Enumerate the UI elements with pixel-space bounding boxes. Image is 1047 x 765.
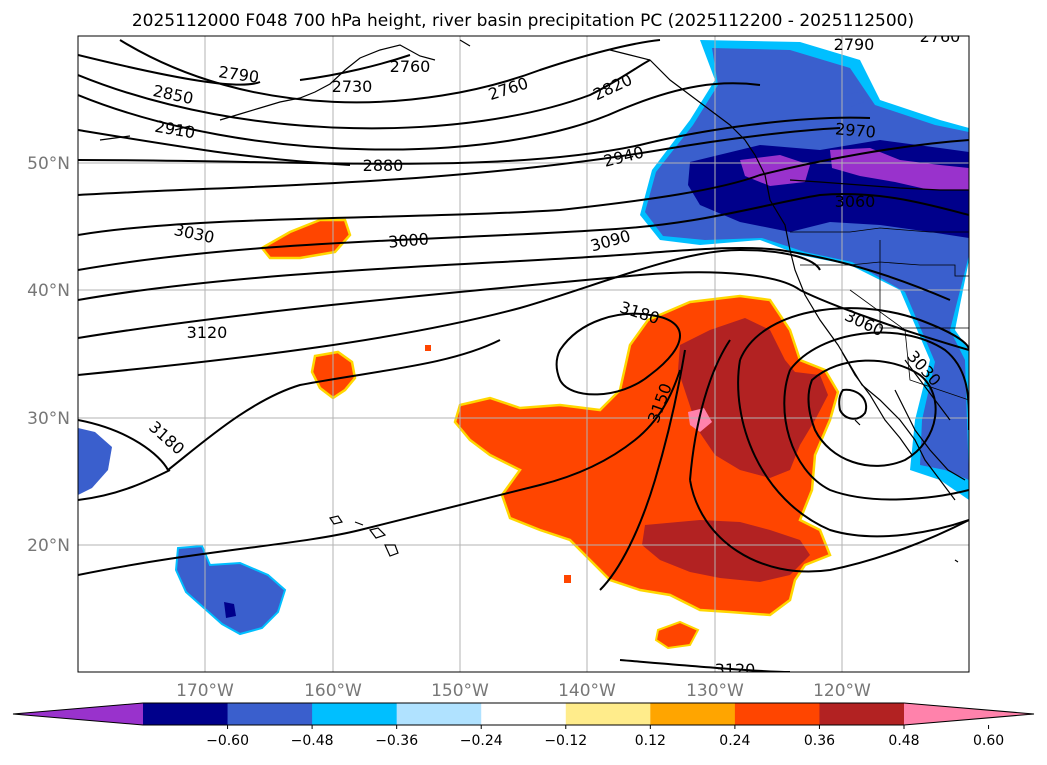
colorbar-segment	[819, 703, 905, 725]
contour-trough-4	[737, 307, 969, 538]
alaska-coast	[609, 49, 756, 156]
contour-2940	[78, 127, 841, 196]
colorbar-tick-label: −0.48	[291, 733, 334, 749]
colorbar: −0.60 −0.48 −0.36 −0.24 −0.12 0.12 0.24 0.36 0.4…	[12, 702, 1035, 749]
contour-label: 2790	[834, 35, 875, 54]
map-title: 2025112000 F048 700 hPa height, river ba…	[132, 11, 914, 31]
colorbar-extend-low	[13, 703, 143, 725]
north-america-coast	[754, 154, 956, 501]
lat-label: 30°N	[27, 409, 70, 429]
contour-trough-2	[807, 359, 937, 467]
colorbar-segment	[227, 703, 313, 725]
colorbar-segment	[734, 703, 820, 725]
negative-region-hawaii-core	[224, 602, 236, 618]
us-state-borders	[790, 227, 969, 401]
contour-2970	[78, 139, 969, 236]
map-panel: 2790 2730 2760 2760 2820 2790 2760 2850 …	[77, 27, 970, 679]
height-contours	[78, 39, 969, 672]
map-frame	[77, 35, 970, 673]
map-content: 2790 2730 2760 2760 2820 2790 2760 2850 …	[78, 27, 969, 679]
colorbar-tick-label: −0.24	[460, 733, 503, 749]
small-islands	[854, 419, 959, 563]
contour-3090	[78, 248, 821, 376]
contour-3000	[78, 193, 969, 271]
contour-3120	[78, 339, 501, 472]
contour-label: 2970	[834, 119, 876, 141]
colorbar-tick-label: −0.60	[206, 733, 249, 749]
lat-label: 40°N	[27, 281, 70, 301]
contour-label: 3120	[187, 323, 228, 342]
positive-region-dot-2	[564, 575, 571, 583]
lon-label: 130°W	[686, 681, 744, 701]
contour-label: 3060	[835, 192, 876, 211]
contour-label: 2760	[390, 57, 431, 76]
us-canada-border	[789, 179, 969, 191]
contour-2850	[78, 82, 761, 151]
colorbar-extend-high	[904, 703, 1034, 725]
positive-region-dot-1	[425, 345, 431, 351]
contour-3060	[78, 271, 969, 351]
colorbar-outline	[12, 702, 1035, 726]
contour-2730	[299, 54, 411, 81]
hawaiian-islands	[329, 515, 399, 557]
contour-3150	[78, 349, 686, 591]
contour-southern	[78, 369, 681, 576]
contour-label: 2880	[363, 156, 404, 175]
negative-region-west-edge	[78, 428, 112, 495]
positive-region-small-south	[654, 620, 700, 650]
negative-region-northwest-extreme-2	[830, 148, 969, 190]
colorbar-tick-label: 0.48	[888, 733, 919, 749]
contour-3180-loop	[555, 312, 681, 396]
negative-region-small	[843, 92, 864, 107]
contour-trough-inner	[838, 388, 868, 420]
colorbar-tick-label: 0.36	[804, 733, 835, 749]
graticule	[78, 36, 969, 672]
colorbar-segment	[481, 703, 567, 725]
colorbar-tick-label: −0.12	[544, 733, 587, 749]
colorbar-tick-label: 0.12	[635, 733, 666, 749]
latitude-labels: 50°N 40°N 30°N 20°N	[27, 154, 70, 556]
positive-region-north	[260, 218, 352, 260]
colorbar-segment	[143, 703, 229, 725]
colorbar-segment	[312, 703, 398, 725]
baja-california	[841, 351, 966, 481]
colorbar-segment	[396, 703, 482, 725]
longitude-labels: 170°W 160°W 150°W 140°W 130°W 120°W	[176, 681, 871, 701]
colorbar-segment	[650, 703, 736, 725]
colorbar-tick-label: 0.24	[719, 733, 750, 749]
lat-label: 50°N	[27, 154, 70, 174]
negative-region-hawaii	[174, 544, 287, 636]
contour-2880	[78, 116, 871, 165]
contour-label: 3000	[387, 229, 429, 251]
lon-label: 140°W	[558, 681, 616, 701]
colorbar-tick-label: −0.36	[375, 733, 418, 749]
positive-region-pink	[688, 408, 712, 432]
lat-label: 20°N	[27, 536, 70, 556]
coastlines	[99, 39, 969, 563]
contour-label: 3120	[715, 660, 756, 679]
contour-3030	[78, 246, 951, 301]
precip-shading	[78, 40, 969, 650]
contour-trough-3	[783, 331, 969, 501]
contour-trough-5	[689, 339, 969, 573]
lon-label: 170°W	[176, 681, 234, 701]
contour-2790	[78, 54, 261, 86]
colorbar-tick-label: 0.60	[973, 733, 1004, 749]
contour-label: 2760	[920, 27, 961, 46]
colorbar-segment	[565, 703, 651, 725]
contour-label: 2730	[332, 77, 373, 96]
lon-label: 160°W	[304, 681, 362, 701]
contour-2820	[78, 59, 651, 130]
lon-label: 120°W	[813, 681, 871, 701]
lon-label: 150°W	[431, 681, 489, 701]
